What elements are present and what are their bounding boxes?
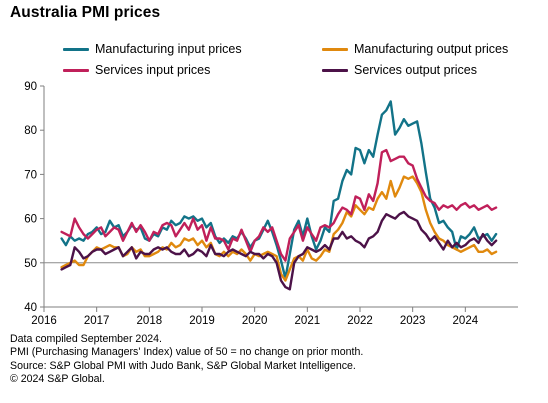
x-tick-label: 2022 xyxy=(347,315,373,327)
legend-swatch xyxy=(322,47,348,51)
legend-swatch xyxy=(322,68,348,72)
legend-label: Manufacturing output prices xyxy=(354,42,509,56)
series-line-2 xyxy=(60,148,498,262)
x-tick-label: 2021 xyxy=(295,315,321,327)
legend-item-services-input: Services input prices xyxy=(63,63,210,77)
legend-label: Services output prices xyxy=(354,63,477,77)
x-tick-label: 2024 xyxy=(453,315,479,327)
footer-line-source: Source: S&P Global PMI with Judo Bank, S… xyxy=(10,359,356,372)
y-tick-label: 70 xyxy=(24,169,37,181)
legend-item-manufacturing-input: Manufacturing input prices xyxy=(63,42,242,56)
y-tick-label: 60 xyxy=(24,214,37,226)
x-tick-label: 2019 xyxy=(189,315,215,327)
x-tick-label: 2020 xyxy=(242,315,268,327)
y-tick-label: 40 xyxy=(24,302,37,314)
legend-item-services-output: Services output prices xyxy=(322,63,477,77)
y-tick-label: 80 xyxy=(24,125,37,137)
series-line-3 xyxy=(60,210,498,291)
x-tick-label: 2023 xyxy=(400,315,426,327)
y-tick-label: 90 xyxy=(24,81,37,93)
x-tick-label: 2017 xyxy=(84,315,110,327)
legend-label: Manufacturing input prices xyxy=(95,42,242,56)
chart-title: Australia PMI prices xyxy=(10,4,161,21)
footer-line-copyright: © 2024 S&P Global. xyxy=(10,373,105,386)
footer-line-pmi-note: PMI (Purchasing Managers' Index) value o… xyxy=(10,346,364,359)
series-line-1 xyxy=(60,175,498,282)
chart-footer: Data compiled September 2024. PMI (Purch… xyxy=(10,333,363,387)
legend-label: Services input prices xyxy=(95,63,211,77)
legend-item-manufacturing-output: Manufacturing output prices xyxy=(322,42,508,56)
legend-swatch xyxy=(63,47,89,51)
x-tick-label: 2018 xyxy=(137,315,163,327)
x-tick-label: 2016 xyxy=(31,315,57,327)
legend-swatch xyxy=(63,68,89,72)
y-tick-label: 50 xyxy=(24,258,37,270)
footer-line-data-compiled: Data compiled September 2024. xyxy=(10,333,162,345)
